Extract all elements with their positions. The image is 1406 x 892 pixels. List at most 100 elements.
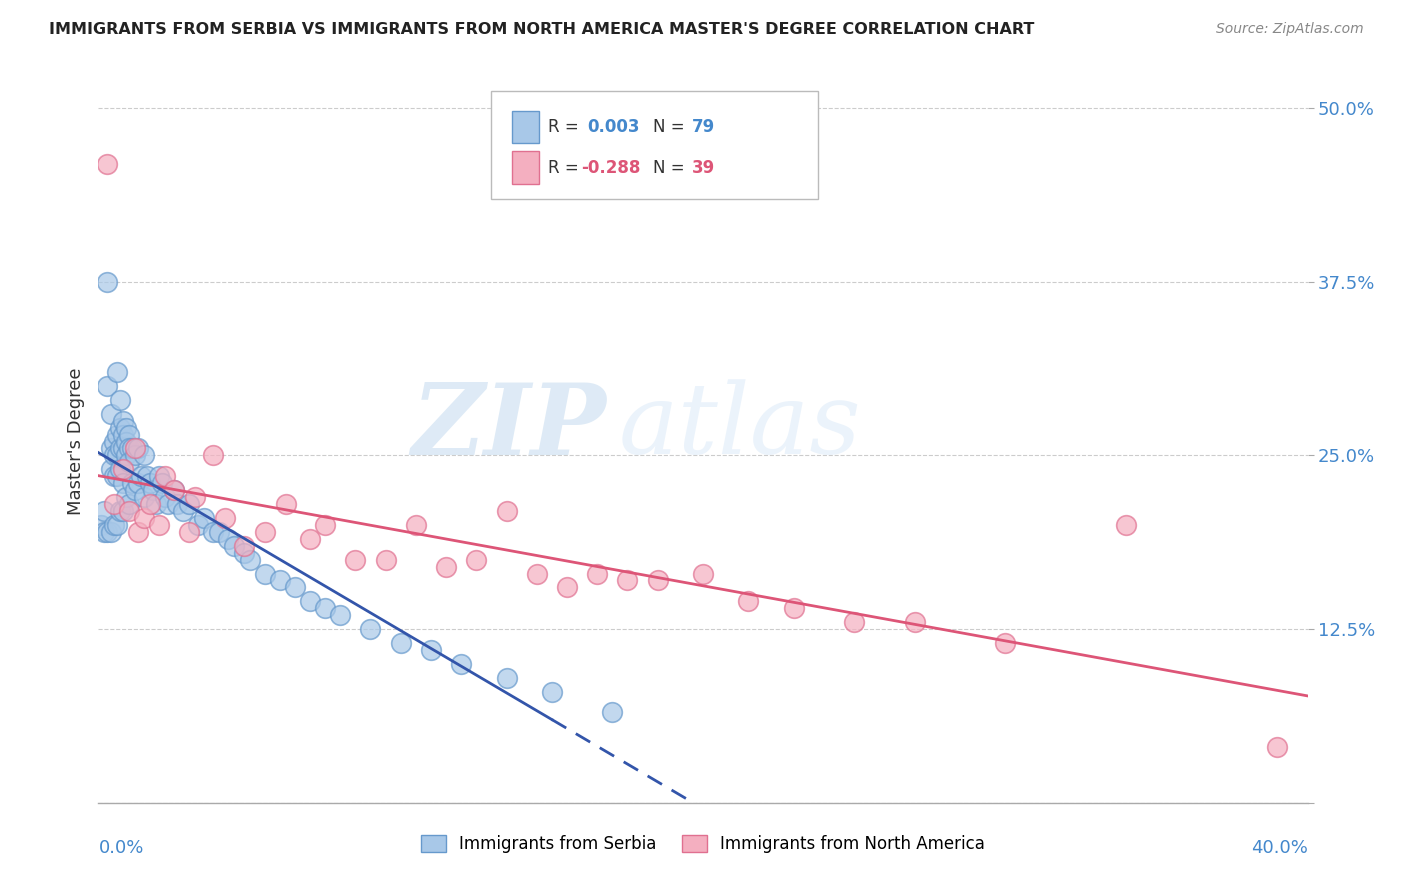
Point (420, 643, 443, 657)
Text: atlas: atlas (619, 379, 860, 475)
Point (118, 455, 141, 469)
Text: 0.003: 0.003 (586, 118, 640, 136)
Point (434, 559, 457, 574)
Point (108, 420, 131, 434)
Point (114, 449, 136, 463)
Point (179, 524, 201, 539)
Point (108, 462, 131, 476)
Point (118, 427, 141, 442)
Point (389, 636, 412, 650)
Point (224, 539, 246, 553)
Point (114, 434, 136, 449)
Point (299, 532, 322, 546)
Point (127, 524, 149, 539)
Text: 39: 39 (692, 159, 716, 177)
Text: -0.288: -0.288 (581, 159, 640, 177)
Point (904, 615, 927, 630)
Point (153, 469, 176, 483)
Point (132, 490, 155, 504)
Point (111, 476, 134, 491)
Legend: Immigrants from Serbia, Immigrants from North America: Immigrants from Serbia, Immigrants from … (415, 828, 991, 860)
Point (108, 442, 131, 456)
Point (450, 657, 472, 671)
Point (214, 511, 236, 525)
Point (111, 414, 134, 428)
Text: 0.0%: 0.0% (98, 838, 143, 857)
Text: 40.0%: 40.0% (1251, 838, 1308, 857)
Point (692, 566, 714, 581)
FancyBboxPatch shape (512, 152, 538, 184)
Point (737, 594, 759, 608)
Point (994, 636, 1017, 650)
Point (96, 524, 118, 539)
Point (555, 581, 578, 595)
Point (118, 442, 141, 456)
Text: N =: N = (654, 159, 690, 177)
Point (103, 517, 125, 532)
Point (145, 497, 167, 511)
Point (314, 601, 336, 615)
Point (232, 539, 254, 553)
Point (465, 552, 488, 566)
Point (844, 615, 866, 630)
Point (314, 517, 336, 532)
Point (132, 449, 155, 463)
Point (139, 497, 162, 511)
Point (179, 497, 201, 511)
Point (253, 524, 276, 539)
Point (108, 504, 131, 518)
Point (166, 497, 188, 511)
Point (274, 497, 297, 511)
Point (163, 483, 186, 498)
Point (111, 442, 134, 456)
Text: IMMIGRANTS FROM SERBIA VS IMMIGRANTS FROM NORTH AMERICA MASTER'S DEGREE CORRELAT: IMMIGRANTS FROM SERBIA VS IMMIGRANTS FRO… (49, 22, 1035, 37)
Point (172, 504, 194, 518)
Point (208, 524, 231, 539)
Point (118, 504, 141, 518)
Point (100, 442, 122, 456)
Point (103, 449, 125, 463)
Point (269, 574, 291, 588)
FancyBboxPatch shape (492, 91, 818, 200)
Point (153, 490, 176, 504)
Point (96, 156, 118, 170)
Point (103, 497, 125, 511)
Point (526, 566, 548, 581)
Point (495, 671, 517, 685)
Point (253, 566, 276, 581)
Point (100, 462, 122, 476)
Point (129, 469, 152, 483)
Point (1267, 740, 1289, 755)
Point (103, 469, 125, 483)
Point (105, 365, 128, 379)
Point (100, 407, 122, 421)
Text: Source: ZipAtlas.com: Source: ZipAtlas.com (1216, 22, 1364, 37)
Point (329, 608, 352, 623)
Point (202, 449, 225, 463)
Point (108, 392, 131, 407)
Point (124, 449, 146, 463)
Point (114, 420, 136, 434)
Point (187, 517, 209, 532)
Point (111, 462, 134, 476)
Point (495, 504, 517, 518)
Point (121, 476, 143, 491)
Text: N =: N = (654, 118, 690, 136)
Y-axis label: Master's Degree: Master's Degree (66, 368, 84, 516)
Point (193, 511, 215, 525)
Point (111, 504, 134, 518)
Point (217, 532, 239, 546)
Point (284, 581, 307, 595)
Point (540, 684, 562, 698)
FancyBboxPatch shape (512, 111, 538, 144)
Point (105, 449, 128, 463)
Text: ZIP: ZIP (412, 379, 606, 475)
Point (96, 275, 118, 289)
Point (239, 552, 262, 566)
Point (93, 524, 115, 539)
Point (132, 511, 155, 525)
Point (135, 469, 157, 483)
Point (100, 524, 122, 539)
Point (148, 469, 170, 483)
Point (148, 517, 170, 532)
